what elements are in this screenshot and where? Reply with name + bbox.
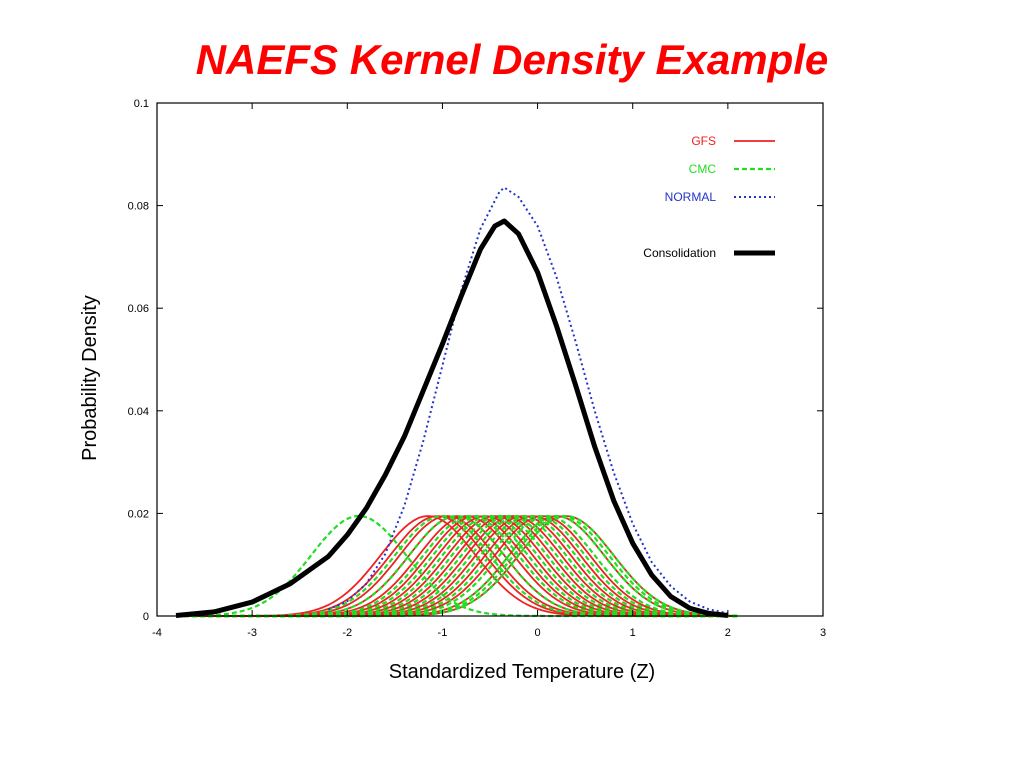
cmc-kernel-curve [176, 514, 738, 618]
x-tick-label: 0 [535, 627, 541, 639]
y-tick-label: 0.1 [134, 98, 149, 110]
x-tick-label: -3 [247, 627, 257, 639]
gfs-kernel-curve [176, 515, 738, 617]
legend-label: NORMAL [665, 190, 717, 204]
y-axis-ticks: 0 0.02 0.04 0.06 0.08 0.1 [128, 98, 823, 623]
x-tick-label: 3 [820, 627, 826, 639]
legend-label: CMC [689, 162, 717, 176]
cmc-kernel-curve [176, 514, 738, 618]
y-tick-label: 0.06 [128, 303, 149, 315]
x-tick-label: -1 [438, 627, 448, 639]
x-tick-label: 2 [725, 627, 731, 639]
y-tick-label: 0.02 [128, 508, 149, 520]
normal-curve [327, 186, 729, 615]
x-tick-label: 1 [630, 627, 636, 639]
cmc-kernel-curve [176, 514, 738, 618]
y-axis-title: Probability Density [79, 295, 101, 461]
legend-label: Consolidation [643, 246, 716, 260]
x-axis-title: Standardized Temperature (Z) [389, 661, 655, 683]
cmc-kernel-curve [176, 514, 738, 618]
cmc-kernel-curve [176, 514, 738, 618]
cmc-kernel-curve [176, 514, 738, 618]
x-tick-label: -4 [152, 627, 162, 639]
legend: GFS CMC NORMAL Consolidation [643, 134, 775, 260]
x-tick-label: -2 [342, 627, 352, 639]
consolidation-curve [175, 218, 729, 618]
y-tick-label: 0.04 [128, 406, 149, 418]
y-tick-label: 0.08 [128, 201, 149, 213]
cmc-kernel-curve [176, 514, 738, 618]
slide-title: NAEFS Kernel Density Example [195, 36, 829, 83]
legend-label: GFS [691, 134, 716, 148]
y-tick-label: 0 [143, 611, 149, 623]
plot-frame [156, 102, 824, 617]
x-axis-ticks: -4 -3 -2 -1 0 1 2 3 [152, 103, 826, 639]
cmc-kernel-curve [176, 514, 738, 618]
